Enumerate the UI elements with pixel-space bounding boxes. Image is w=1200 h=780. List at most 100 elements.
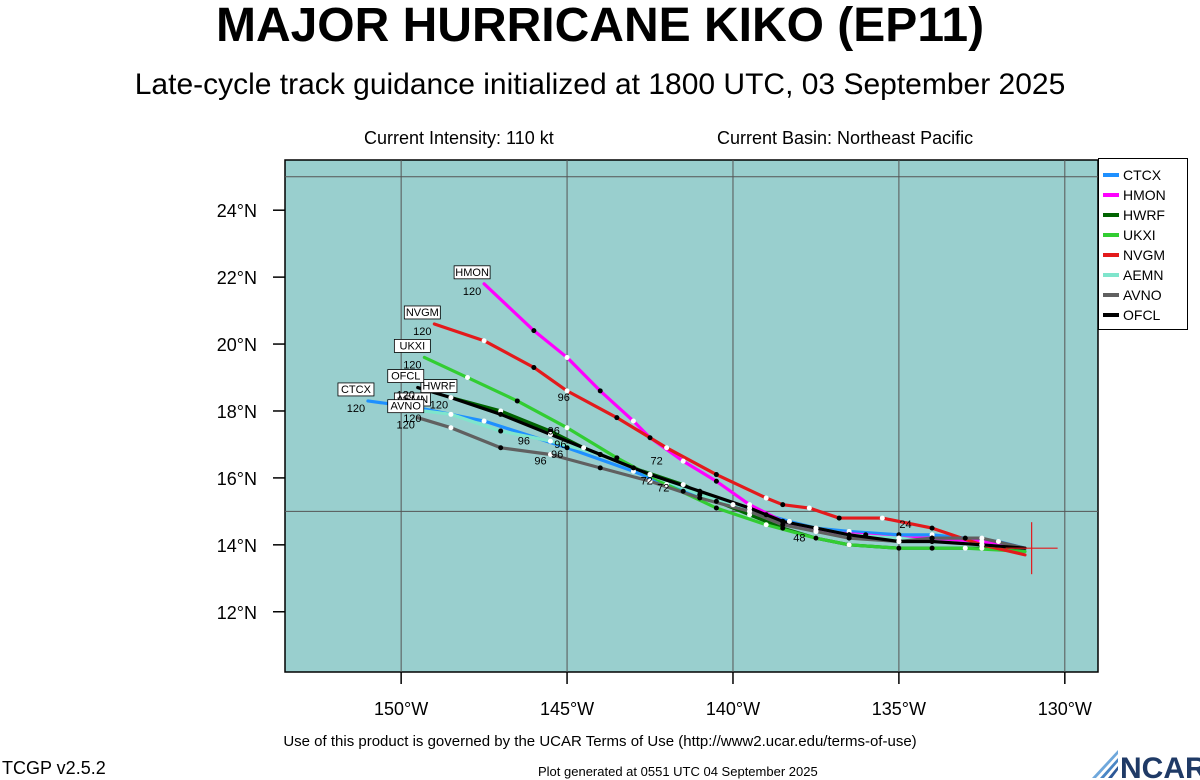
chart-subtitle: Late-cycle track guidance initialized at…: [134, 68, 1066, 101]
track-point: [597, 465, 603, 471]
y-tick-label: 12°N: [217, 603, 257, 623]
y-tick-label: 16°N: [217, 469, 257, 489]
legend-item-hmon: HMON: [1103, 185, 1166, 204]
track-point: [531, 328, 537, 334]
track-point: [614, 455, 620, 461]
track-point: [713, 472, 719, 478]
legend-label: HWRF: [1123, 206, 1165, 223]
ncar-logo: NCAR: [1092, 750, 1200, 780]
legend-swatch: [1103, 292, 1119, 297]
x-tick-label: 135°W: [872, 699, 926, 719]
track-point: [979, 542, 985, 548]
legend-item-ukxi: UKXI: [1103, 225, 1156, 244]
track-point: [680, 458, 686, 464]
track-point: [806, 505, 812, 511]
model-tag-box: [387, 369, 425, 383]
track-point: [597, 388, 603, 394]
x-tick-label: 145°W: [540, 699, 594, 719]
model-tag-box: [453, 265, 491, 280]
track-point: [514, 398, 520, 404]
track-point: [498, 428, 504, 434]
model-tag-ukxi: UKXI: [400, 340, 426, 352]
track-point: [995, 538, 1001, 544]
model-tag-ctcx: CTCX: [341, 384, 372, 396]
track-point: [896, 545, 902, 551]
track-point: [448, 411, 454, 417]
forecast-hour-label: 96: [548, 425, 560, 437]
track-point: [564, 354, 570, 360]
legend-label: AEMN: [1123, 266, 1164, 283]
track-point: [780, 518, 786, 524]
track-point: [448, 395, 454, 401]
track-point: [531, 364, 537, 370]
track-point: [481, 418, 487, 424]
legend-label: HMON: [1123, 186, 1166, 203]
forecast-hour-label: 48: [793, 532, 805, 544]
track-point: [846, 532, 852, 538]
y-tick-label: 20°N: [217, 335, 257, 355]
y-tick-label: 22°N: [217, 268, 257, 288]
x-tick-label: 140°W: [706, 699, 760, 719]
track-point: [614, 415, 620, 421]
track-point: [680, 488, 686, 494]
hour-120-label: 120: [403, 359, 421, 371]
track-point: [647, 478, 653, 484]
forecast-hour-label: 96: [518, 435, 530, 447]
model-tag-box: [387, 399, 425, 414]
hour-120-label: 120: [397, 420, 415, 432]
legend-item-nvgm: NVGM: [1103, 245, 1165, 264]
track-point: [813, 535, 819, 541]
hour-120-label: 120: [413, 326, 431, 338]
legend: CTCX HMON HWRF UKXI NVGM AEMN AVNO OFCL: [1098, 158, 1188, 330]
track-point: [929, 538, 935, 544]
generated-timestamp: Plot generated at 0551 UTC 04 September …: [538, 764, 818, 779]
legend-swatch: [1103, 312, 1119, 317]
track-point: [597, 451, 603, 457]
track-point: [763, 512, 769, 518]
track-point: [763, 495, 769, 501]
model-tag-hmon: HMON: [455, 267, 489, 279]
track-point: [630, 418, 636, 424]
forecast-hour-label: 96: [554, 439, 566, 451]
legend-label: CTCX: [1123, 166, 1162, 183]
forecast-hour-label: 24: [899, 519, 911, 531]
track-point: [564, 388, 570, 394]
model-tag-box: [337, 382, 375, 397]
track-point: [630, 465, 636, 471]
forecast-hour-label: 96: [551, 449, 563, 461]
model-tag-box: [393, 339, 431, 353]
hour-120-label: 120: [403, 413, 421, 425]
track-point: [979, 535, 985, 541]
track-point: [879, 515, 885, 521]
current-basin: Current Basin: Northeast Pacific: [717, 128, 974, 148]
track-point: [780, 502, 786, 508]
track-point: [846, 542, 852, 548]
legend-label: OFCL: [1123, 306, 1161, 323]
track-point: [664, 482, 670, 488]
track-point: [547, 451, 553, 457]
legend-item-ofcl: OFCL: [1103, 305, 1160, 324]
hour-120-label: 120: [463, 286, 481, 298]
chart-title: MAJOR HURRICANE KIKO (EP11): [215, 0, 985, 52]
model-tag-box: [420, 379, 458, 393]
track-point: [647, 435, 653, 441]
model-tag-ofcl: OFCL: [391, 371, 420, 383]
track-point: [697, 488, 703, 494]
track-point: [713, 478, 719, 484]
track-point: [564, 425, 570, 431]
track-point: [547, 438, 553, 444]
track-point: [647, 472, 653, 478]
y-tick-label: 24°N: [217, 201, 257, 221]
track-point: [680, 482, 686, 488]
track-point: [962, 535, 968, 541]
legend-label: NVGM: [1123, 246, 1165, 263]
model-tag-nvgm: NVGM: [406, 307, 439, 319]
track-point: [896, 538, 902, 544]
legend-item-avno: AVNO: [1103, 285, 1162, 304]
svg-text:NCAR: NCAR: [1120, 752, 1200, 780]
forecast-hour-label: 96: [558, 392, 570, 404]
track-point: [481, 338, 487, 344]
hour-120-label: 120: [397, 390, 415, 402]
track-hmon: [482, 282, 1027, 550]
